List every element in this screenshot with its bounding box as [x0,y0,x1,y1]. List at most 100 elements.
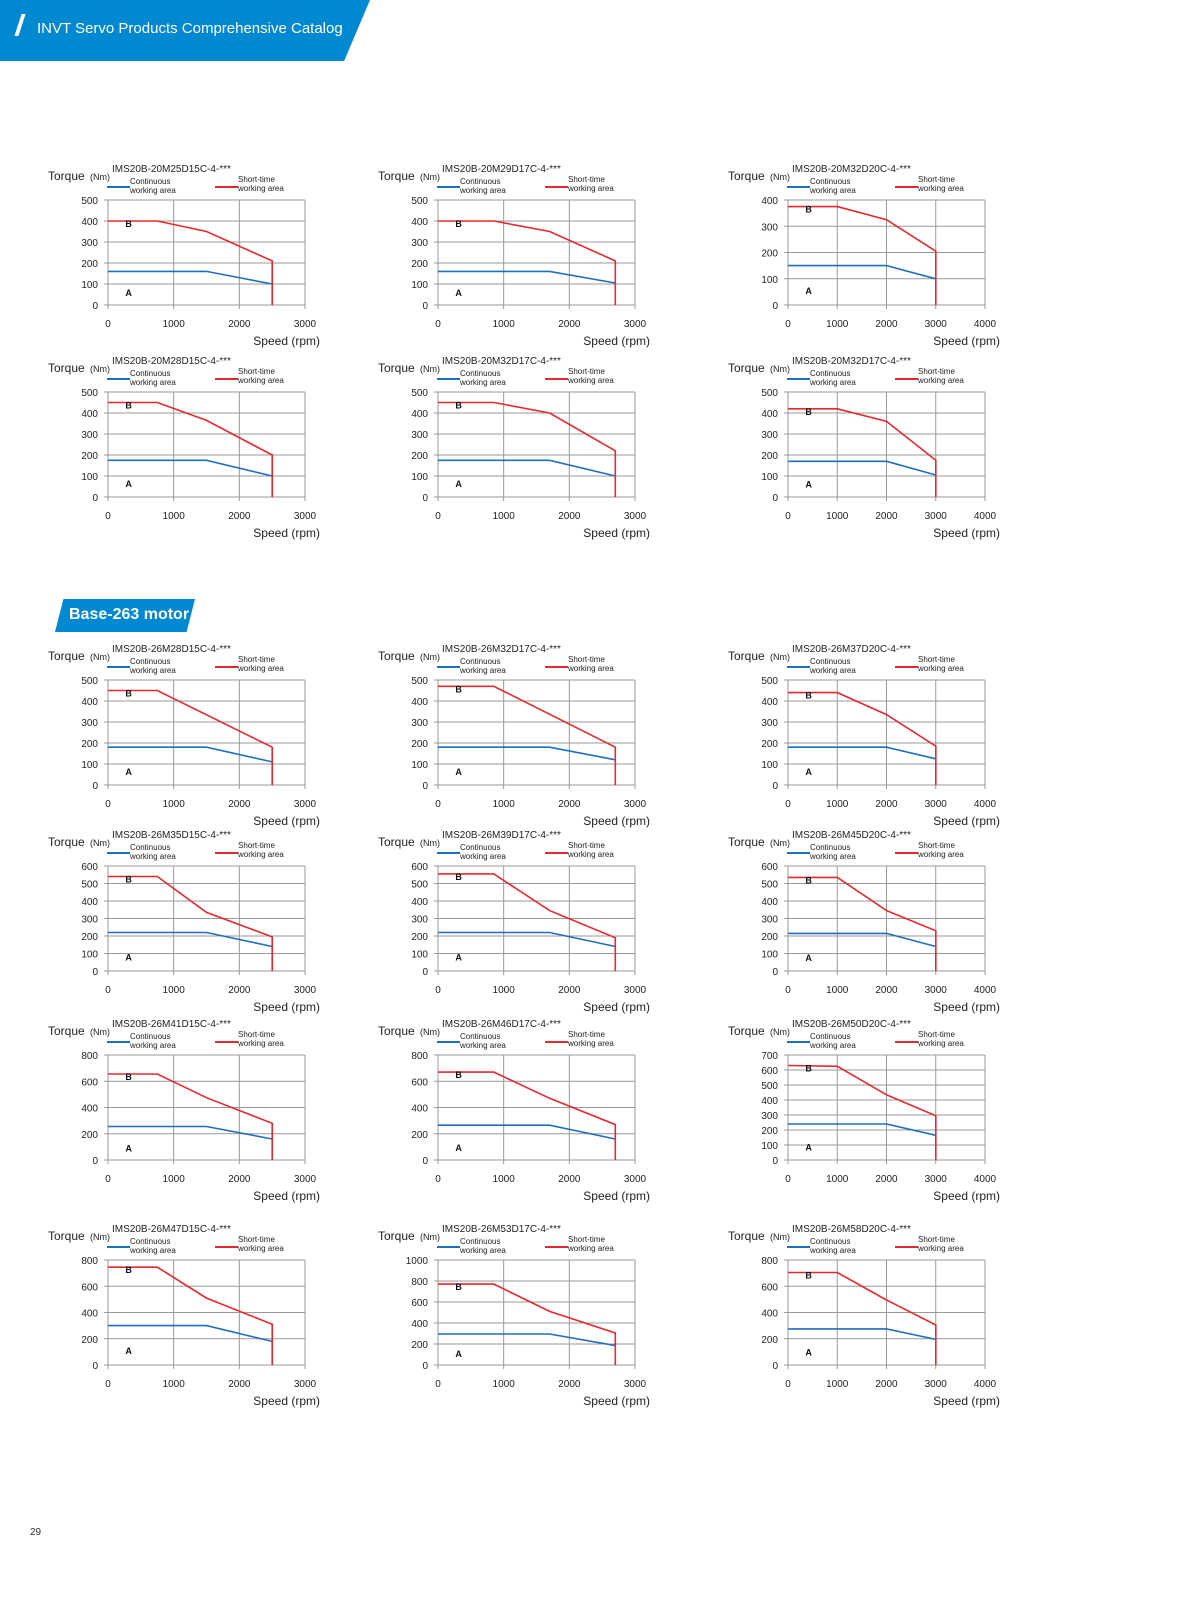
short-time-series-line [788,1271,937,1365]
legend-line: Continuous [130,177,170,186]
y-tick-label: 300 [411,430,428,441]
torque-speed-chart: Torque (Nm) IMS20B-20M32D17C-4-*** Continuo… [725,352,1025,547]
y-tick-label: 600 [411,862,428,873]
torque-speed-chart: Torque (Nm) IMS20B-26M39D17C-4-*** Continuo… [375,826,675,1021]
continuous-series-line [108,459,273,477]
y-tick-label: 400 [761,196,778,207]
x-tick-label: 3000 [624,1379,647,1390]
region-label-b: B [125,219,132,229]
legend-short-time-label: Short-time working area [917,841,964,859]
x-tick-label: 1000 [826,1379,849,1390]
legend-line: Short-time [568,175,605,184]
legend-continuous-label: Continuous working area [129,177,176,195]
y-axis-label: Torque [378,835,415,849]
y-tick-label: 100 [761,1141,778,1152]
x-tick-label: 1000 [493,985,516,996]
legend-line: working area [567,376,614,385]
y-tick-label: 200 [411,1130,428,1141]
legend-short-time-label: Short-time working area [567,367,614,385]
legend-line: working area [809,852,856,861]
legend-continuous-label: Continuous working area [129,369,176,387]
chart-title: IMS20B-26M58D20C-4-*** [792,1224,911,1235]
x-tick-label: 3000 [925,511,948,522]
legend-short-time-label: Short-time working area [917,1030,964,1048]
y-axis-unit: (Nm) [90,838,110,848]
y-tick-label: 300 [81,238,98,249]
legend-line: working area [567,850,614,859]
x-tick-label: 0 [105,319,111,330]
y-tick-label: 200 [81,451,98,462]
y-tick-label: 200 [81,739,98,750]
y-axis-label: Torque [48,649,85,663]
short-time-series-line [438,685,617,785]
region-label-a: A [125,767,132,777]
chart-svg: Torque (Nm)IMS20B-26M53D17C-4-*** Continuo… [378,1224,650,1408]
torque-speed-chart: Torque (Nm) IMS20B-26M32D17C-4-*** Continuo… [375,640,675,835]
legend-line: working area [809,666,856,675]
legend-continuous-label: Continuous working area [129,843,176,861]
x-tick-label: 0 [435,985,441,996]
region-label-a: A [455,953,462,963]
x-axis-label: Speed (rpm) [583,1189,650,1203]
continuous-series-line [438,1124,616,1140]
legend-line: Continuous [130,369,170,378]
y-tick-label: 500 [411,880,428,891]
y-axis-label: Torque [48,1229,85,1243]
y-axis-label: Torque [378,1229,415,1243]
x-tick-label: 2000 [558,1379,581,1390]
legend-line: Continuous [810,369,850,378]
legend-line: Short-time [918,1235,955,1244]
continuous-series-line [108,746,273,763]
legend-line: Short-time [568,841,605,850]
y-axis-unit: (Nm) [770,838,790,848]
x-tick-label: 3000 [624,985,647,996]
x-tick-label: 0 [435,1379,441,1390]
legend-continuous-label: Continuous working area [459,1237,506,1255]
chart-svg: Torque (Nm)IMS20B-26M37D20C-4-*** Continuo… [728,644,1000,828]
y-axis-label: Torque [48,361,85,375]
x-tick-label: 1000 [163,1379,186,1390]
continuous-series-line [788,746,936,760]
legend-line: working area [917,1039,964,1048]
x-tick-label: 1000 [163,319,186,330]
x-tick-label: 0 [785,799,791,810]
continuous-series-line [788,264,937,280]
y-tick-label: 400 [761,409,778,420]
y-tick-label: 0 [92,781,98,792]
legend-continuous-label: Continuous working area [459,177,506,195]
short-time-series-line [438,220,617,305]
y-tick-label: 200 [411,1340,428,1351]
torque-speed-chart: Torque (Nm) IMS20B-26M28D15C-4-*** Continuo… [45,640,345,835]
y-tick-label: 100 [761,950,778,961]
y-tick-label: 0 [772,781,778,792]
x-tick-label: 3000 [294,799,317,810]
x-axis-label: Speed (rpm) [583,1000,650,1014]
legend-line: Continuous [460,843,500,852]
y-axis-label: Torque [728,649,765,663]
torque-speed-chart: Torque (Nm) IMS20B-26M58D20C-4-*** Continuo… [725,1220,1025,1415]
x-tick-label: 2000 [558,319,581,330]
region-label-a: A [805,286,812,296]
legend-short-time-label: Short-time working area [917,175,964,193]
x-tick-label: 1000 [163,985,186,996]
x-tick-label: 2000 [558,1174,581,1185]
legend-line: working area [237,1244,284,1253]
region-label-b: B [805,407,812,417]
legend-line: working area [459,378,506,387]
legend-line: Continuous [130,1032,170,1041]
torque-speed-chart: Torque (Nm) IMS20B-26M37D20C-4-*** Continuo… [725,640,1025,835]
x-tick-label: 4000 [974,799,997,810]
y-axis-unit: (Nm) [770,1232,790,1242]
continuous-series-line [788,460,937,476]
region-label-a: A [455,479,462,489]
x-axis-label: Speed (rpm) [253,1189,320,1203]
y-tick-label: 400 [411,697,428,708]
legend-line: Short-time [918,655,955,664]
legend-continuous-label: Continuous working area [129,1237,176,1255]
short-time-series-line [788,691,937,785]
x-tick-label: 0 [105,511,111,522]
y-tick-label: 200 [411,451,428,462]
legend-line: working area [567,1039,614,1048]
legend-short-time-label: Short-time working area [567,841,614,859]
page-number: 29 [30,1527,42,1538]
